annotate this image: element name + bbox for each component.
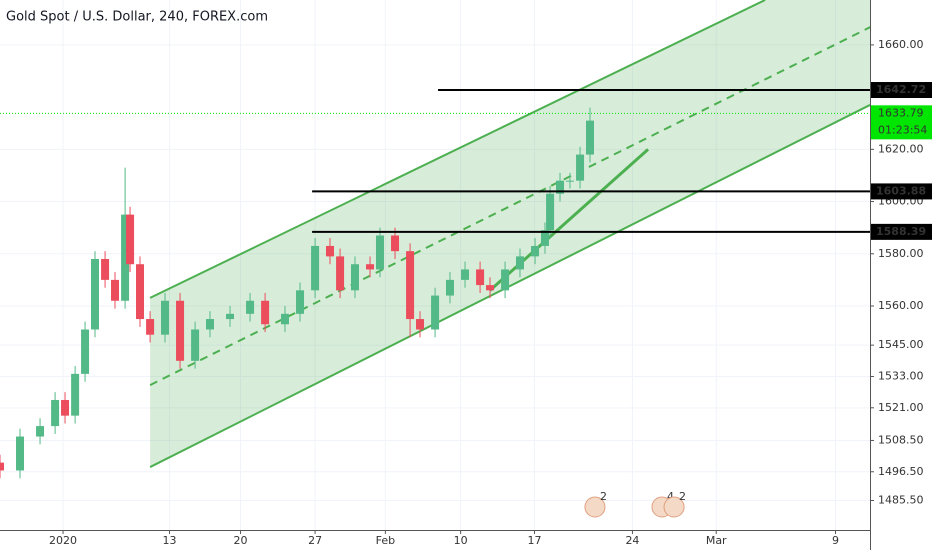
last-price-label: 1633.79	[878, 106, 924, 119]
candle-body	[36, 426, 45, 437]
last-price-label-bg	[871, 105, 932, 140]
candle-body	[540, 230, 549, 246]
candle-body	[391, 235, 400, 252]
candle-body	[375, 235, 384, 270]
level-label: 1588.39	[876, 225, 926, 238]
candle-body	[61, 399, 70, 416]
y-tick-label: 1660.00	[878, 38, 924, 51]
candle-body	[486, 285, 495, 291]
x-tick-label: 9	[832, 534, 839, 547]
candle-body	[226, 313, 235, 320]
candle-body	[565, 180, 574, 182]
candle-body	[296, 290, 305, 314]
level-label: 1642.72	[876, 83, 926, 96]
candle-body	[311, 245, 320, 291]
y-tick-label: 1533.00	[878, 369, 924, 382]
candle-body	[81, 329, 90, 374]
event-marker	[663, 496, 685, 518]
candle-body	[546, 193, 555, 231]
candle-body	[515, 256, 524, 270]
event-marker-label: 2	[679, 490, 686, 503]
y-tick-label: 1580.00	[878, 247, 924, 260]
y-tick-label: 1496.50	[878, 465, 924, 478]
y-tick-label: 1485.50	[878, 493, 924, 506]
candle-body	[206, 319, 215, 330]
candle-body	[191, 329, 200, 361]
event-marker-label: 2	[600, 490, 607, 503]
candle-body	[576, 154, 585, 181]
x-tick-label: 20	[234, 534, 248, 547]
candle-body	[71, 373, 80, 416]
candle-body	[0, 462, 4, 471]
x-tick-label: 17	[527, 534, 541, 547]
channel-fill	[150, 0, 870, 468]
candle-body	[146, 319, 155, 335]
candle-body	[101, 258, 110, 280]
countdown-label: 01:23:54	[878, 123, 927, 136]
event-marker-label: 4	[667, 490, 674, 503]
y-tick-label: 1560.00	[878, 299, 924, 312]
candle-body	[126, 214, 135, 265]
level-label-bg	[871, 223, 932, 240]
candle-body	[556, 180, 565, 194]
x-tick-label: 27	[308, 534, 322, 547]
x-tick-label: 13	[163, 534, 177, 547]
candle-body	[325, 245, 334, 257]
channel-middle	[149, 26, 870, 386]
x-tick-label: Mar	[706, 534, 727, 547]
x-tick-label: 10	[454, 534, 468, 547]
candle-body	[111, 279, 120, 301]
channel-upper	[149, 0, 766, 299]
candle-body	[16, 436, 25, 471]
candle-body	[121, 214, 130, 301]
level-label-bg	[871, 82, 932, 99]
x-tick-label: Feb	[376, 534, 395, 547]
candle-body	[461, 269, 470, 280]
event-marker	[584, 496, 606, 518]
y-tick-label: 1545.00	[878, 338, 924, 351]
candle-body	[350, 264, 359, 291]
candle-body	[336, 256, 345, 291]
candle-body	[501, 269, 510, 291]
candle-body	[51, 399, 60, 427]
candle-body	[136, 264, 145, 320]
candle-body	[585, 120, 594, 155]
candle-body	[445, 279, 454, 296]
y-tick-label: 1521.00	[878, 401, 924, 414]
candle-body	[160, 300, 169, 335]
candle-body	[366, 264, 375, 270]
chart-title: Gold Spot / U.S. Dollar, 240, FOREX.com	[6, 10, 268, 25]
x-tick-label: 24	[625, 534, 639, 547]
y-tick-label: 1620.00	[878, 142, 924, 155]
level-label-bg	[871, 183, 932, 200]
candle-body	[280, 313, 289, 325]
x-tick-label: 2020	[49, 534, 77, 547]
candle-body	[90, 258, 99, 330]
candle-body	[176, 300, 185, 361]
candle-body	[261, 300, 270, 325]
candle-body	[476, 269, 485, 286]
candle-body	[531, 245, 540, 257]
level-label: 1603.88	[876, 184, 926, 197]
candle-body	[406, 251, 415, 320]
channel-lower	[149, 104, 870, 468]
candle-body	[246, 300, 255, 314]
time-axis-bg	[0, 530, 870, 550]
y-tick-label: 1508.50	[878, 433, 924, 446]
candle-body	[431, 295, 440, 330]
candle-body	[416, 319, 425, 330]
